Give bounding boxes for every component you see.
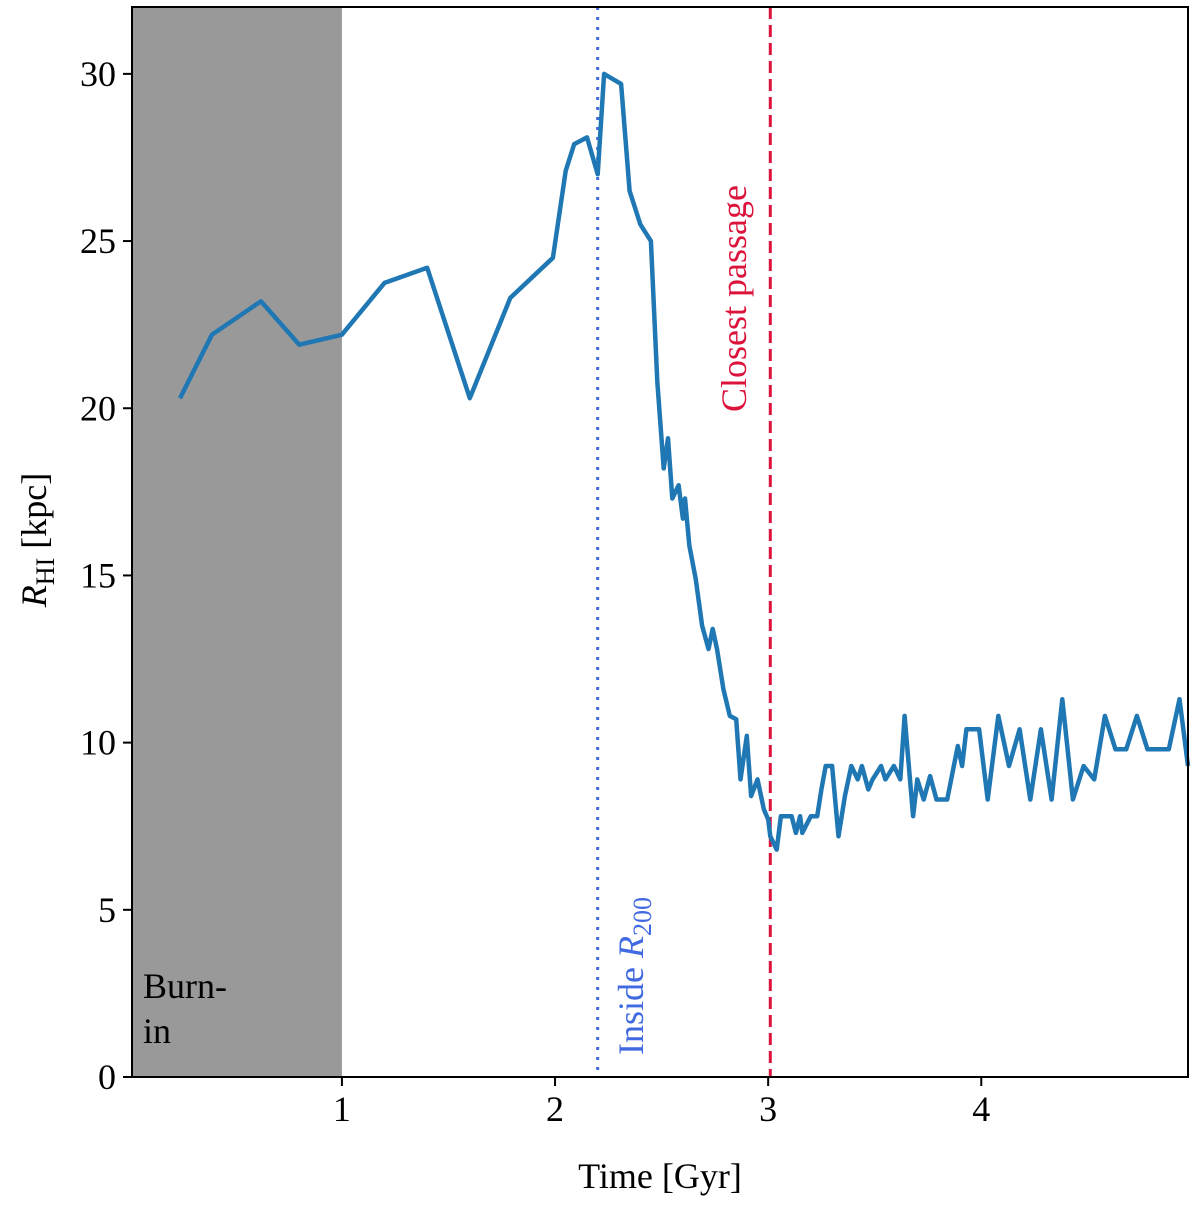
label-text: Inside	[611, 958, 651, 1055]
region-label: Burn-	[143, 966, 227, 1006]
y-tick-label: 0	[98, 1057, 116, 1097]
y-tick-label: 10	[80, 723, 116, 763]
y-axis-label: RHI [kpc]	[14, 473, 60, 608]
y-label-subscript: HI	[31, 558, 60, 585]
y-tick-label: 5	[98, 890, 116, 930]
region-label: in	[143, 1011, 171, 1051]
plot-frame	[131, 6, 1189, 1078]
burn-in-region	[132, 7, 342, 1077]
data-line	[177, 71, 1191, 852]
x-axis-label: Time [Gyr]	[578, 1156, 742, 1196]
y-label-unit: [kpc]	[14, 473, 54, 558]
reference-label: Closest passage	[714, 185, 754, 412]
x-tick-label: 1	[333, 1089, 351, 1129]
label-symbol: R	[611, 936, 651, 959]
reference-label: Inside R200	[611, 897, 657, 1055]
y-tick-label: 25	[80, 221, 116, 261]
label-subscript: 200	[628, 897, 657, 936]
y-label-symbol: R	[14, 585, 54, 608]
y-tick-label: 20	[80, 388, 116, 428]
y-tick-label: 15	[80, 555, 116, 595]
x-tick-label: 2	[546, 1089, 564, 1129]
label-text: Closest passage	[714, 185, 754, 412]
y-tick-label: 30	[80, 54, 116, 94]
x-tick-label: 3	[759, 1089, 777, 1129]
x-tick-label: 4	[972, 1089, 990, 1129]
